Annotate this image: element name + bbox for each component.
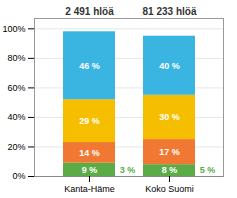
svg-text:5 %: 5 % bbox=[200, 165, 216, 175]
svg-text:2 491 hlöä: 2 491 hlöä bbox=[65, 6, 114, 17]
svg-text:29 %: 29 % bbox=[79, 116, 100, 126]
svg-text:14 %: 14 % bbox=[79, 148, 100, 158]
svg-text:8 %: 8 % bbox=[162, 165, 178, 175]
svg-text:60%: 60% bbox=[7, 83, 25, 93]
svg-text:40 %: 40 % bbox=[159, 61, 180, 71]
svg-text:81 233 hlöä: 81 233 hlöä bbox=[143, 6, 197, 17]
svg-text:17 %: 17 % bbox=[159, 147, 180, 157]
svg-text:9 %: 9 % bbox=[82, 165, 98, 175]
svg-text:0%: 0% bbox=[12, 171, 25, 181]
svg-text:100%: 100% bbox=[2, 24, 25, 34]
svg-text:Kanta-Häme: Kanta-Häme bbox=[64, 184, 115, 194]
svg-text:30 %: 30 % bbox=[159, 112, 180, 122]
svg-text:40%: 40% bbox=[7, 112, 25, 122]
svg-text:46 %: 46 % bbox=[79, 61, 100, 71]
svg-text:80%: 80% bbox=[7, 53, 25, 63]
svg-text:20%: 20% bbox=[7, 142, 25, 152]
svg-text:Koko Suomi: Koko Suomi bbox=[145, 184, 194, 194]
svg-text:3 %: 3 % bbox=[120, 165, 136, 175]
